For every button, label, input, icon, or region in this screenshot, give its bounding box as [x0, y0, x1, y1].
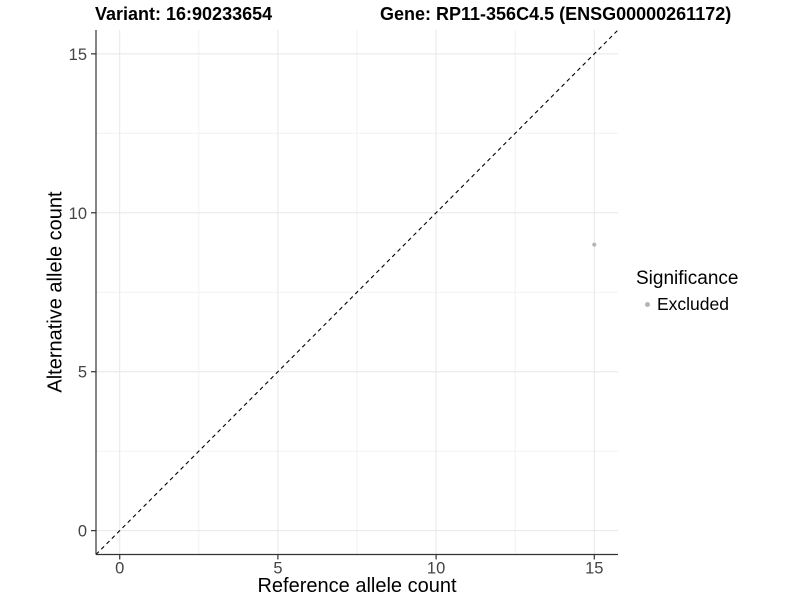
x-tick-label: 10: [427, 560, 445, 578]
data-point: [592, 242, 597, 247]
y-tick-label: 0: [78, 523, 87, 541]
plot-title-gene: Gene: RP11-356C4.5 (ENSG00000261172): [380, 4, 732, 24]
x-tick-label: 15: [585, 560, 603, 578]
x-tick-label: 5: [273, 560, 282, 578]
x-axis-title: Reference allele count: [257, 575, 457, 597]
y-tick-label: 5: [78, 364, 87, 382]
legend-title: Significance: [636, 268, 739, 289]
x-tick-label: 0: [115, 560, 124, 578]
plot-title-variant: Variant: 16:90233654: [95, 4, 273, 24]
legend-key-dot-icon: [645, 302, 650, 307]
legend-item-label: Excluded: [657, 294, 729, 314]
legend: Significance Excluded: [636, 268, 738, 315]
legend-item-excluded: Excluded: [636, 294, 738, 315]
y-tick-label: 10: [69, 205, 87, 223]
y-axis-title: Alternative allele count: [44, 191, 67, 393]
y-tick-label: 15: [69, 46, 87, 64]
identity-line: [95, 29, 619, 555]
